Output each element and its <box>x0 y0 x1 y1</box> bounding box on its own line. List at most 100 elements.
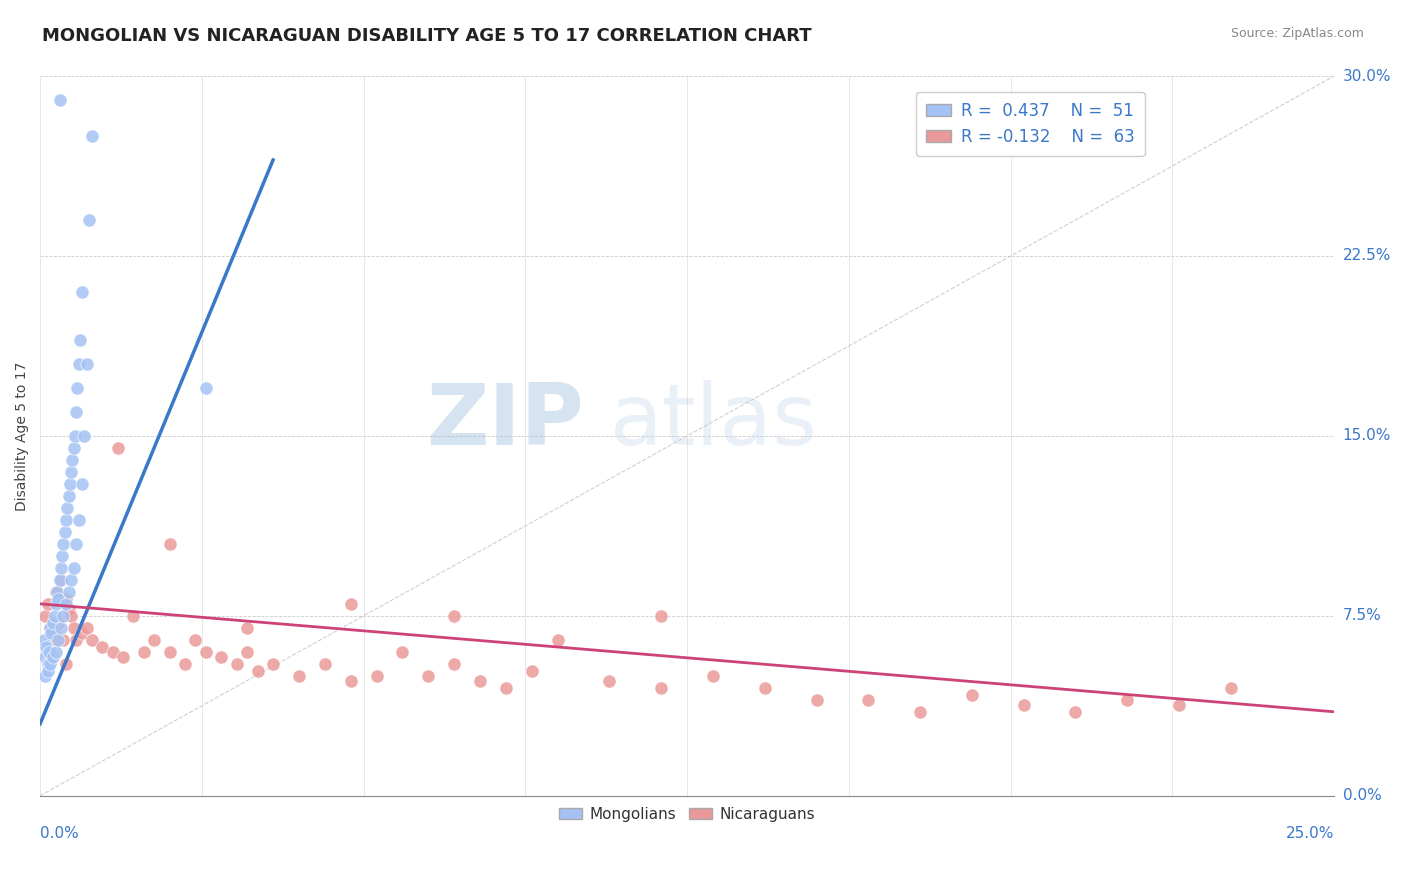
Point <box>960 688 983 702</box>
Point <box>73 429 96 443</box>
Point <box>80 632 103 647</box>
Point <box>194 381 217 395</box>
Point <box>45 632 67 647</box>
Point <box>70 285 93 299</box>
Point <box>418 669 440 683</box>
Point <box>650 681 672 695</box>
Point <box>1012 698 1035 712</box>
Point <box>62 441 84 455</box>
Point <box>41 625 63 640</box>
Point <box>37 597 59 611</box>
Point <box>55 592 77 607</box>
Point <box>132 645 155 659</box>
Point <box>45 584 67 599</box>
Point <box>443 657 465 671</box>
Point <box>38 645 60 659</box>
Text: 15.0%: 15.0% <box>1343 428 1391 443</box>
Point <box>159 645 181 659</box>
Point <box>65 632 87 647</box>
Point <box>468 673 491 688</box>
Point <box>159 537 181 551</box>
Legend: Mongolians, Nicaraguans: Mongolians, Nicaraguans <box>553 800 821 828</box>
Text: atlas: atlas <box>609 380 817 463</box>
Point <box>55 657 77 671</box>
Point <box>1219 681 1241 695</box>
Point <box>184 632 207 647</box>
Point <box>45 645 67 659</box>
Point <box>62 621 84 635</box>
Point <box>51 549 73 563</box>
Point <box>62 561 84 575</box>
Point <box>60 465 83 479</box>
Point <box>1167 698 1189 712</box>
Point <box>60 453 83 467</box>
Point <box>443 608 465 623</box>
Point <box>32 632 55 647</box>
Point <box>91 640 114 654</box>
Point <box>65 405 87 419</box>
Point <box>42 625 65 640</box>
Point <box>520 664 543 678</box>
Text: 7.5%: 7.5% <box>1343 608 1381 624</box>
Point <box>45 597 67 611</box>
Point <box>49 573 72 587</box>
Point <box>174 657 197 671</box>
Point <box>391 645 413 659</box>
Point <box>52 632 75 647</box>
Point <box>1116 693 1139 707</box>
Text: 30.0%: 30.0% <box>1343 69 1391 84</box>
Point <box>806 693 828 707</box>
Text: Source: ZipAtlas.com: Source: ZipAtlas.com <box>1230 27 1364 40</box>
Text: MONGOLIAN VS NICARAGUAN DISABILITY AGE 5 TO 17 CORRELATION CHART: MONGOLIAN VS NICARAGUAN DISABILITY AGE 5… <box>42 27 811 45</box>
Point <box>44 608 66 623</box>
Text: ZIP: ZIP <box>426 380 583 463</box>
Point <box>55 597 77 611</box>
Point <box>246 664 269 678</box>
Point <box>42 649 65 664</box>
Point <box>65 537 87 551</box>
Point <box>45 584 67 599</box>
Point <box>49 573 72 587</box>
Point <box>39 621 62 635</box>
Point <box>49 93 72 107</box>
Point <box>107 441 129 455</box>
Point <box>46 632 69 647</box>
Point <box>58 584 80 599</box>
Point <box>52 537 75 551</box>
Point <box>754 681 776 695</box>
Point <box>58 489 80 503</box>
Point <box>56 500 79 515</box>
Point <box>55 513 77 527</box>
Point <box>101 645 124 659</box>
Point <box>76 357 98 371</box>
Point <box>58 601 80 615</box>
Point <box>34 608 56 623</box>
Point <box>702 669 724 683</box>
Point <box>314 657 336 671</box>
Point <box>70 625 93 640</box>
Point <box>209 649 232 664</box>
Point <box>35 640 58 654</box>
Point <box>67 357 90 371</box>
Point <box>288 669 311 683</box>
Point <box>143 632 166 647</box>
Point <box>59 476 82 491</box>
Point <box>37 657 59 671</box>
Point <box>69 333 91 347</box>
Text: 25.0%: 25.0% <box>1286 826 1334 841</box>
Point <box>70 476 93 491</box>
Point <box>495 681 517 695</box>
Point <box>1064 705 1087 719</box>
Point <box>858 693 880 707</box>
Point <box>46 592 69 607</box>
Point <box>111 649 134 664</box>
Point <box>39 657 62 671</box>
Point <box>65 429 87 443</box>
Point <box>49 561 72 575</box>
Point <box>37 664 59 678</box>
Point <box>79 213 101 227</box>
Text: 0.0%: 0.0% <box>1343 789 1381 804</box>
Point <box>39 621 62 635</box>
Point <box>66 381 89 395</box>
Point <box>366 669 388 683</box>
